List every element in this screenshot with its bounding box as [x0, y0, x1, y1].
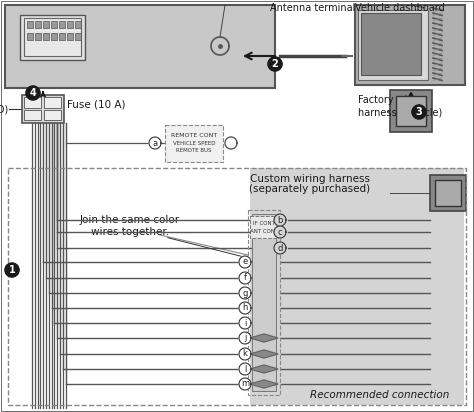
- Bar: [43, 33, 49, 40]
- Polygon shape: [239, 272, 251, 284]
- Bar: [59, 33, 65, 40]
- Polygon shape: [239, 256, 251, 268]
- Bar: [361, 13, 421, 75]
- Polygon shape: [250, 380, 278, 388]
- Bar: [358, 10, 428, 80]
- Text: harness (vehicle): harness (vehicle): [358, 107, 442, 117]
- Text: h: h: [242, 304, 248, 312]
- Polygon shape: [239, 363, 251, 375]
- Polygon shape: [250, 350, 278, 358]
- Bar: [59, 21, 65, 28]
- Bar: [75, 21, 81, 28]
- Bar: [20, 15, 85, 60]
- Bar: [8, 168, 466, 405]
- Bar: [51, 21, 57, 28]
- Text: m: m: [241, 379, 249, 389]
- Text: 2: 2: [272, 59, 278, 69]
- Bar: [27, 33, 33, 40]
- Bar: [67, 21, 73, 28]
- Text: Recommended connection: Recommended connection: [310, 390, 450, 400]
- Bar: [43, 21, 49, 28]
- Bar: [35, 33, 41, 40]
- Polygon shape: [239, 287, 251, 299]
- Bar: [44, 110, 61, 120]
- Bar: [51, 33, 57, 40]
- Polygon shape: [412, 105, 426, 119]
- Text: 1: 1: [9, 265, 15, 275]
- Bar: [165, 125, 223, 162]
- Bar: [355, 5, 465, 85]
- Bar: [252, 214, 276, 391]
- Text: l: l: [244, 365, 246, 374]
- Text: j: j: [244, 333, 246, 342]
- Bar: [248, 210, 280, 395]
- Text: Fuse (10 A): Fuse (10 A): [67, 99, 126, 109]
- Bar: [75, 33, 81, 40]
- Text: Antenna terminal: Antenna terminal: [270, 3, 356, 13]
- Text: Factory wiring: Factory wiring: [358, 95, 427, 105]
- Polygon shape: [250, 334, 278, 342]
- Bar: [250, 216, 278, 238]
- Polygon shape: [239, 378, 251, 390]
- Bar: [67, 33, 73, 40]
- Bar: [24, 18, 81, 56]
- Bar: [44, 97, 61, 108]
- Text: REMOTE CONT: REMOTE CONT: [171, 133, 217, 138]
- Bar: [22, 95, 64, 123]
- Text: c: c: [278, 227, 283, 236]
- Text: i: i: [244, 318, 246, 328]
- Text: k: k: [243, 349, 247, 358]
- Polygon shape: [239, 348, 251, 360]
- Text: REMOTE BUS: REMOTE BUS: [176, 148, 212, 153]
- Polygon shape: [274, 242, 286, 254]
- Bar: [430, 175, 466, 211]
- Text: ANT CONT: ANT CONT: [250, 229, 278, 234]
- Bar: [5, 5, 275, 88]
- Bar: [35, 21, 41, 28]
- Bar: [435, 180, 461, 206]
- Polygon shape: [274, 214, 286, 226]
- Text: f: f: [244, 274, 246, 283]
- Polygon shape: [250, 365, 278, 373]
- Text: (separately purchased): (separately purchased): [249, 184, 371, 194]
- Text: 4: 4: [29, 88, 36, 98]
- Text: Vehicle dashboard: Vehicle dashboard: [355, 3, 445, 13]
- Text: d: d: [277, 243, 283, 253]
- Text: (D): (D): [0, 104, 8, 114]
- Bar: [250, 168, 464, 405]
- Polygon shape: [5, 263, 19, 277]
- Text: 3: 3: [416, 107, 422, 117]
- Polygon shape: [26, 86, 40, 100]
- Polygon shape: [274, 226, 286, 238]
- Bar: [27, 21, 33, 28]
- Text: IF CONT: IF CONT: [253, 221, 275, 226]
- Bar: [390, 90, 432, 132]
- Text: b: b: [277, 215, 283, 225]
- Polygon shape: [149, 137, 161, 149]
- Polygon shape: [268, 57, 282, 71]
- Bar: [24, 110, 41, 120]
- Text: e: e: [242, 258, 247, 267]
- Text: Join the same color
wires together.: Join the same color wires together.: [80, 215, 180, 236]
- Text: a: a: [153, 138, 157, 147]
- Bar: [24, 97, 41, 108]
- Polygon shape: [239, 317, 251, 329]
- Text: g: g: [242, 288, 248, 297]
- Text: Custom wiring harness: Custom wiring harness: [250, 174, 370, 184]
- Bar: [396, 96, 426, 126]
- Polygon shape: [239, 332, 251, 344]
- Text: VEHICLE SPEED: VEHICLE SPEED: [173, 141, 215, 146]
- Polygon shape: [239, 302, 251, 314]
